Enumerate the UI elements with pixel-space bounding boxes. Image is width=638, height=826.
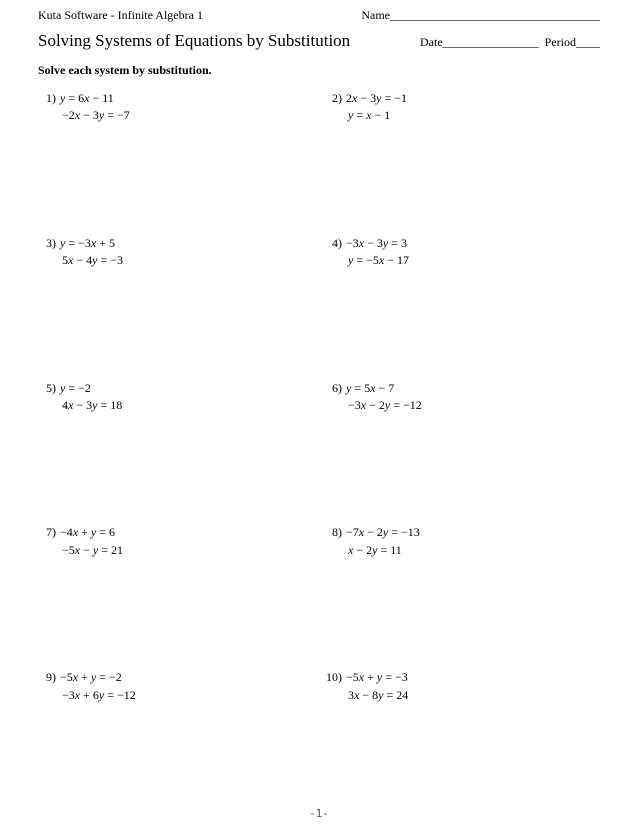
equation-2: 5x − 4y = −3 [62,252,314,269]
instructions: Solve each system by substitution. [38,63,600,78]
period-label: Period [545,35,576,49]
equation-1: y = 5x − 7 [346,381,394,395]
date-label: Date [420,35,443,49]
equation-1: y = −2 [60,381,91,395]
problem-10: 10) −5x + y = −3 3x − 8y = 24 [324,669,600,704]
date-period: Date________________ Period____ [420,35,600,50]
worksheet-page: Kuta Software - Infinite Algebra 1 Name_… [0,0,638,704]
problem-number: 6) [324,380,342,397]
problem-8: 8) −7x − 2y = −13 x − 2y = 11 [324,524,600,559]
problem-number: 2) [324,90,342,107]
equation-1: −5x + y = −2 [60,670,122,684]
problem-number: 1) [38,90,56,107]
date-blank: ________________ [443,35,539,49]
problem-4: 4) −3x − 3y = 3 y = −5x − 17 [324,235,600,270]
equation-2: −3x − 2y = −12 [348,397,600,414]
name-field: Name___________________________________ [361,8,600,23]
equation-2: 4x − 3y = 18 [62,397,314,414]
equation-2: −3x + 6y = −12 [62,687,314,704]
problem-5: 5) y = −2 4x − 3y = 18 [38,380,314,415]
equation-1: 2x − 3y = −1 [346,91,407,105]
page-title: Solving Systems of Equations by Substitu… [38,31,350,51]
equation-1: −3x − 3y = 3 [346,236,407,250]
equation-2: x − 2y = 11 [348,542,600,559]
problem-6: 6) y = 5x − 7 −3x − 2y = −12 [324,380,600,415]
source-label: Kuta Software - Infinite Algebra 1 [38,8,203,23]
equation-1: −5x + y = −3 [346,670,408,684]
name-blank: ___________________________________ [390,8,600,22]
equation-2: −2x − 3y = −7 [62,107,314,124]
equation-1: −7x − 2y = −13 [346,525,420,539]
equation-2: 3x − 8y = 24 [348,687,600,704]
equation-1: y = 6x − 11 [60,91,114,105]
header-row: Kuta Software - Infinite Algebra 1 Name_… [38,8,600,23]
page-footer: -1- [0,807,638,820]
problem-7: 7) −4x + y = 6 −5x − y = 21 [38,524,314,559]
name-label: Name [361,8,390,22]
period-blank: ____ [576,35,600,49]
problem-number: 4) [324,235,342,252]
problems-grid: 1) y = 6x − 11 −2x − 3y = −7 2) 2x − 3y = … [38,90,600,704]
equation-2: −5x − y = 21 [62,542,314,559]
problem-number: 3) [38,235,56,252]
title-row: Solving Systems of Equations by Substitu… [38,31,600,51]
equation-2: y = −5x − 17 [348,252,600,269]
problem-number: 5) [38,380,56,397]
problem-number: 8) [324,524,342,541]
equation-1: −4x + y = 6 [60,525,115,539]
problem-9: 9) −5x + y = −2 −3x + 6y = −12 [38,669,314,704]
problem-number: 9) [38,669,56,686]
problem-3: 3) y = −3x + 5 5x − 4y = −3 [38,235,314,270]
equation-1: y = −3x + 5 [60,236,115,250]
problem-number: 7) [38,524,56,541]
problem-number: 10) [324,669,342,686]
equation-2: y = x − 1 [348,107,600,124]
problem-2: 2) 2x − 3y = −1 y = x − 1 [324,90,600,125]
problem-1: 1) y = 6x − 11 −2x − 3y = −7 [38,90,314,125]
